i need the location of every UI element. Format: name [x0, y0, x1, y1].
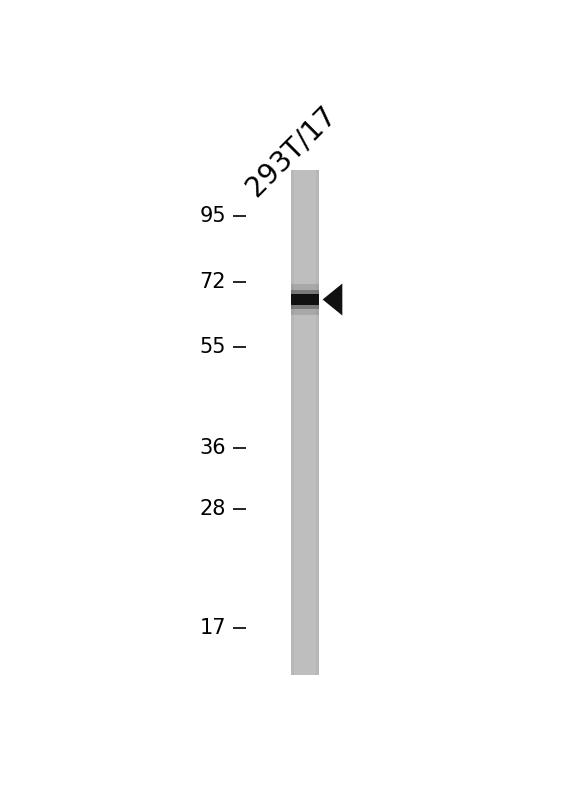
Text: 28: 28	[199, 498, 226, 518]
Text: 293T/17: 293T/17	[240, 100, 341, 202]
Bar	[290, 294, 319, 305]
Bar	[290, 284, 319, 315]
Text: 95: 95	[199, 206, 226, 226]
Bar	[290, 290, 319, 310]
Bar	[316, 170, 319, 675]
Polygon shape	[323, 283, 342, 315]
Text: 17: 17	[199, 618, 226, 638]
Text: 36: 36	[199, 438, 226, 458]
Text: 72: 72	[199, 272, 226, 292]
Bar	[290, 170, 319, 675]
Text: 55: 55	[199, 337, 226, 357]
Bar	[290, 170, 294, 675]
